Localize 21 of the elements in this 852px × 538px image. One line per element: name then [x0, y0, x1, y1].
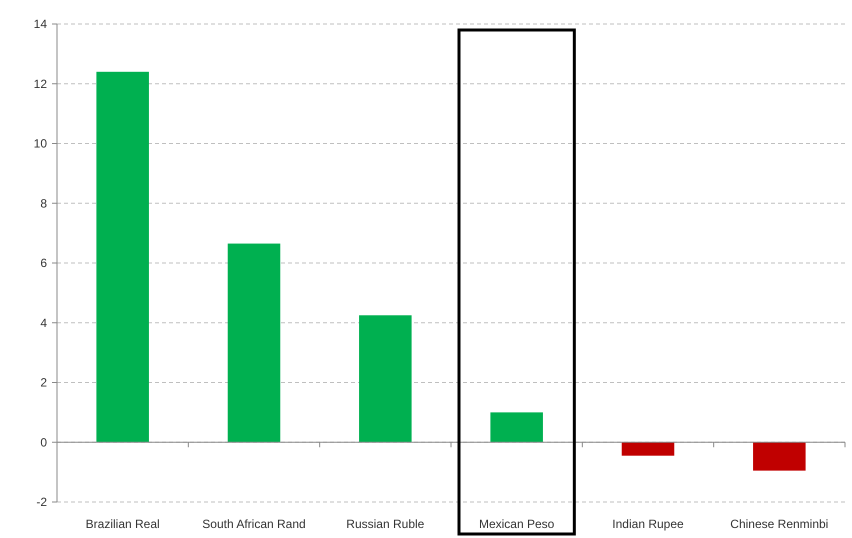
x-tick-label: Indian Rupee: [612, 517, 684, 532]
x-tick-label: South African Rand: [202, 517, 306, 532]
bar: [753, 442, 806, 471]
y-tick-label: 14: [34, 17, 48, 32]
bar: [359, 315, 412, 442]
y-tick-label: 10: [34, 136, 48, 151]
y-tick-label: -2: [36, 495, 48, 510]
y-tick-label: 2: [40, 376, 48, 390]
y-tick-label: 8: [40, 196, 48, 210]
x-tick-label: Chinese Renminbi: [730, 517, 828, 532]
bar: [228, 244, 280, 442]
x-tick-label: Russian Ruble: [346, 517, 425, 532]
y-tick-label: 0: [40, 435, 48, 450]
y-tick-label: 6: [40, 256, 48, 270]
bar: [622, 442, 674, 456]
bar: [490, 412, 543, 442]
x-tick-label: Brazilian Real: [86, 517, 160, 532]
x-tick-label: Mexican Peso: [478, 517, 555, 532]
bar: [96, 72, 149, 442]
y-tick-label: 4: [40, 316, 48, 330]
y-tick-label: 12: [34, 76, 48, 91]
